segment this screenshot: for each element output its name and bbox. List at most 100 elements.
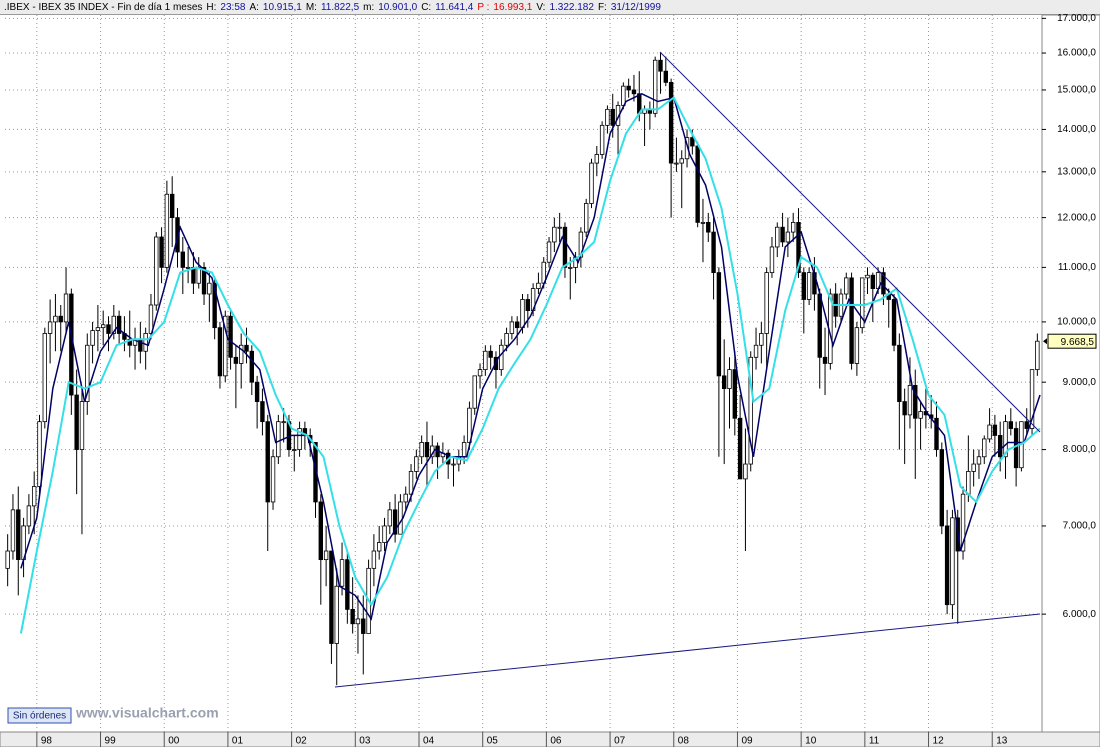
y-tick-label: 16.000,0 [1057,48,1096,59]
field-value: 11.822,5 [320,2,360,13]
candle-body [971,463,976,472]
candle-body [690,137,695,147]
candle-body [398,501,403,535]
candle-body [361,618,366,634]
candle-body [599,124,605,155]
candle-body [26,505,32,527]
candle-body [913,384,918,419]
candle-body [918,411,923,419]
y-tick-label: 12.000,0 [1057,212,1096,223]
candle-body [154,236,159,306]
y-tick-label: 7.000,0 [1063,521,1097,532]
candle-body [355,618,361,625]
candle-body [552,226,557,243]
candle-body [143,333,148,352]
x-tick-label: 11 [869,736,880,747]
candle-body [891,299,897,346]
candle-body [743,463,748,480]
trendline [659,51,1041,433]
y-tick-label: 17.000,0 [1057,13,1096,24]
candle-body [318,501,324,561]
candle-body [631,89,637,95]
candle-body [499,344,504,371]
y-tick-label: 15.000,0 [1057,85,1096,96]
candle-body [711,231,716,274]
candle-body [47,321,53,334]
candle-body [265,421,270,503]
candle-body [207,282,212,295]
candle-body [1035,340,1040,371]
candle-body [902,401,907,416]
orders-button-label[interactable]: Sin órdenes [13,711,66,722]
candle-body [578,231,584,258]
candle-body [790,221,796,233]
candle-body [477,369,483,377]
candle-body [652,59,658,114]
plot-area [0,15,1042,732]
x-tick-label: 99 [105,736,117,747]
candle-body [1029,369,1035,429]
candle-body [668,81,674,164]
candle-body [806,272,812,300]
candle-body [509,321,515,334]
candle-body [382,525,387,543]
candle-body [785,231,791,243]
candle-body [249,350,255,383]
candle-body [716,272,722,377]
candle-body [769,246,775,274]
candle-body [966,471,971,495]
candle-body [233,356,239,364]
candle-body [594,154,600,164]
candle-body [461,442,467,458]
candle-body [472,375,477,409]
candle-body [854,327,860,364]
candle-body [483,350,488,371]
candle-body [849,277,854,364]
candle-body [85,344,90,402]
field-value: 1.322.182 [549,2,594,13]
candle-body [865,274,870,279]
candle-body [90,330,95,346]
x-tick-label: 03 [359,736,371,747]
candle-body [387,509,393,527]
candle-body [106,324,111,334]
orders-button[interactable] [7,707,72,724]
candle-body [403,493,408,503]
candle-body [270,456,276,503]
candle-body [350,608,355,625]
candle-body [700,221,706,224]
candle-body [329,550,334,644]
moving-average [19,96,1041,634]
candle-body [79,401,85,450]
candle-body [345,559,350,610]
candle-body [610,108,615,126]
last-price-pointer [1043,338,1047,345]
candle-body [323,550,329,561]
candle-body [408,471,414,495]
last-price-box [1047,333,1097,349]
candle-body [605,108,610,126]
field-value: 23:58 [220,2,246,13]
candle-body [684,137,690,160]
field-label: C: [421,2,432,13]
candle-body [1013,428,1019,469]
candle-body [859,277,865,329]
candle-body [732,369,738,419]
candle-body [74,394,79,450]
x-tick-label: 06 [550,736,562,747]
candle-body [1008,421,1014,429]
candle-body [488,350,493,358]
candle-body [116,315,122,334]
field-value: 31/12/1999 [610,2,661,13]
x-tick-label: 10 [805,736,817,747]
candle-body [419,442,424,458]
x-tick-label: 98 [41,736,53,747]
x-tick-label: 00 [168,736,180,747]
candle-body [976,456,982,465]
symbol: .IBEX - IBEX 35 INDEX - Fin de día 1 mes… [4,2,203,13]
candle-body [520,299,525,329]
candle-body [748,356,753,465]
candle-body [753,344,759,358]
candle-body [897,344,902,402]
